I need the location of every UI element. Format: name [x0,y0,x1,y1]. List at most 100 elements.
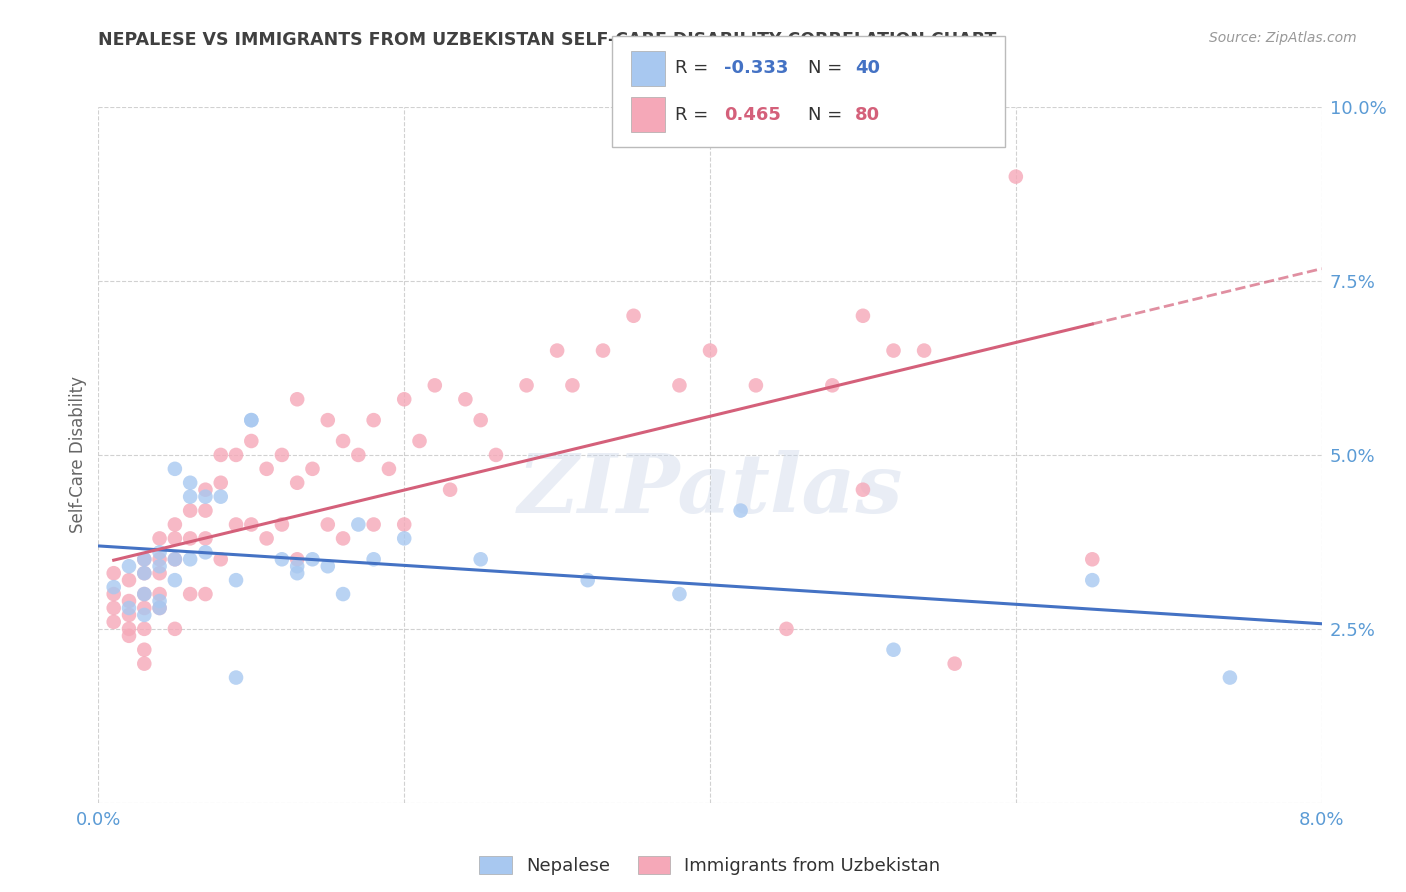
Point [149,532,172,546]
Point [194,483,217,497]
Point [118,607,141,622]
Point [163,532,186,546]
Point [134,622,156,636]
Point [285,552,308,566]
Point [730,503,752,517]
Point [134,601,156,615]
Point [408,434,430,448]
Point [194,532,217,546]
Point [470,552,492,566]
Point [363,552,385,566]
Point [392,517,416,532]
Point [149,559,172,574]
Point [134,607,156,622]
Point [194,545,217,559]
Point [179,490,201,504]
Point [194,490,217,504]
Point [149,552,172,566]
Text: NEPALESE VS IMMIGRANTS FROM UZBEKISTAN SELF-CARE DISABILITY CORRELATION CHART: NEPALESE VS IMMIGRANTS FROM UZBEKISTAN S… [98,31,997,49]
Point [423,378,446,392]
Point [852,483,875,497]
Point [134,657,156,671]
Point [225,573,247,587]
Point [912,343,935,358]
Point [194,503,217,517]
Point [1081,552,1104,566]
Point [179,503,201,517]
Point [209,552,232,566]
Point [149,594,172,608]
Text: R =: R = [675,105,720,123]
Point [1004,169,1026,184]
Point [1081,573,1104,587]
Point [821,378,844,392]
Point [561,378,583,392]
Point [194,587,217,601]
Point [134,552,156,566]
Point [118,629,141,643]
Point [285,392,308,407]
Text: N =: N = [808,105,848,123]
Point [118,601,141,615]
Point [179,552,201,566]
Point [883,343,905,358]
Point [439,483,461,497]
Text: Source: ZipAtlas.com: Source: ZipAtlas.com [1209,31,1357,45]
Point [516,378,538,392]
Point [285,566,308,581]
Point [332,434,354,448]
Point [316,517,339,532]
Point [270,552,294,566]
Point [943,657,966,671]
Point [285,475,308,490]
Point [240,413,263,427]
Point [149,587,172,601]
Point [179,587,201,601]
Point [134,566,156,581]
Point [103,566,125,581]
Point [103,587,125,601]
Point [240,413,263,427]
Point [347,448,370,462]
Text: 40: 40 [855,60,880,78]
Point [623,309,645,323]
Point [103,580,125,594]
Text: R =: R = [675,60,714,78]
Point [118,559,141,574]
Point [668,587,690,601]
Y-axis label: Self-Care Disability: Self-Care Disability [69,376,87,533]
Point [316,413,339,427]
Point [179,532,201,546]
Point [256,462,278,476]
Point [209,490,232,504]
Point [134,642,156,657]
Point [163,517,186,532]
Point [225,671,247,685]
Point [209,448,232,462]
Point [745,378,768,392]
Point [163,573,186,587]
Point [149,545,172,559]
Point [775,622,797,636]
Point [347,517,370,532]
Point [285,559,308,574]
Point [163,552,186,566]
Point [485,448,508,462]
Point [363,517,385,532]
Point [332,587,354,601]
Point [546,343,568,358]
Point [668,378,690,392]
Point [699,343,721,358]
Point [118,573,141,587]
Point [316,559,339,574]
Point [149,601,172,615]
Point [149,566,172,581]
Point [118,622,141,636]
Point [149,601,172,615]
Text: -0.333: -0.333 [724,60,789,78]
Point [209,475,232,490]
Text: 0.465: 0.465 [724,105,780,123]
Point [1219,671,1241,685]
Legend: Nepalese, Immigrants from Uzbekistan: Nepalese, Immigrants from Uzbekistan [471,847,949,884]
Point [134,552,156,566]
